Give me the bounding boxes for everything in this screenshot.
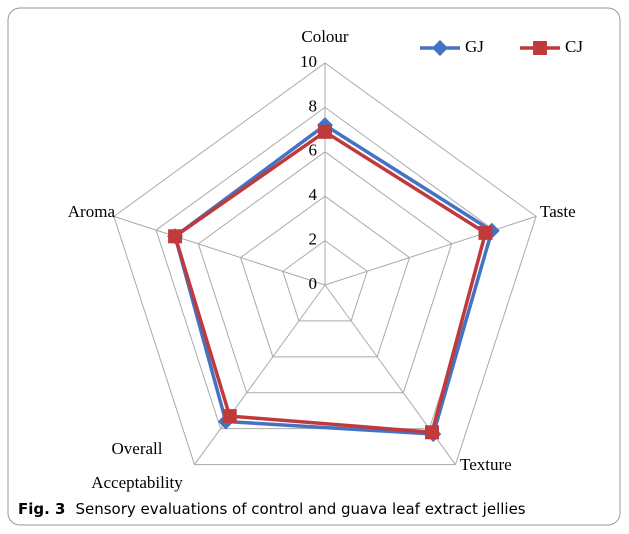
legend-label: GJ [465,37,484,56]
legend-marker [533,41,547,55]
r-tick-label: 10 [300,52,317,71]
axis-spoke [113,215,326,286]
caption-label: Fig. 3 [18,500,65,518]
caption-text: Sensory evaluations of control and guava… [75,500,525,518]
axis-spoke [324,215,537,286]
legend-marker [432,40,448,56]
r-tick-label: 6 [309,141,318,160]
grid-ring [239,195,411,358]
series-line [173,129,488,435]
r-tick-label: 2 [309,230,318,249]
r-tick-label: 4 [309,185,318,204]
legend-label: CJ [565,37,583,56]
category-label: Overall Acceptability [91,439,183,492]
axis-spoke [194,284,326,465]
grid-ring [282,239,368,322]
r-tick-label: 0 [309,274,318,293]
r-tick-label: 8 [309,96,318,115]
marker [222,409,237,424]
category-label: Colour [301,27,349,46]
category-label: Taste [540,202,576,221]
marker [168,229,183,244]
frame [7,7,621,526]
category-label: Texture [460,455,512,474]
marker [478,225,493,240]
grid-ring [113,62,537,466]
marker [425,425,440,440]
caption: Fig. 3 Sensory evaluations of control and… [18,500,526,518]
marker [318,124,332,139]
category-label: Aroma [68,202,116,221]
grid-ring [197,151,453,394]
